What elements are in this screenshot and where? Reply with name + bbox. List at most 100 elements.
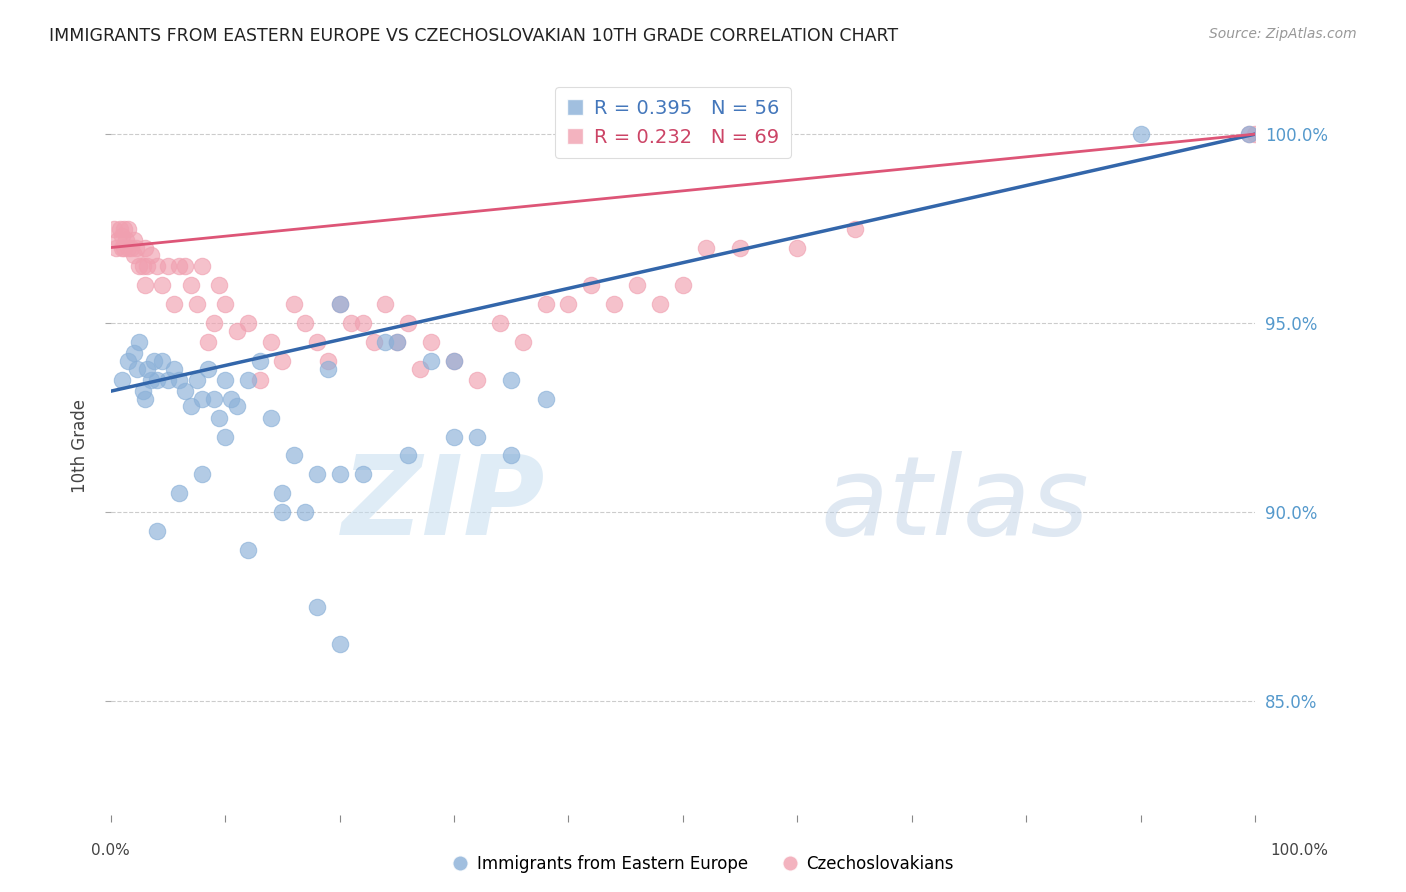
Point <box>114 221 136 235</box>
Point <box>208 278 231 293</box>
Point <box>374 334 396 349</box>
Point <box>208 410 231 425</box>
Legend: Immigrants from Eastern Europe, Czechoslovakians: Immigrants from Eastern Europe, Czechosl… <box>446 848 960 880</box>
Point <box>143 354 166 368</box>
Point <box>420 334 443 349</box>
Text: Source: ZipAtlas.com: Source: ZipAtlas.com <box>1209 27 1357 41</box>
Point <box>163 297 186 311</box>
Point <box>117 221 139 235</box>
Point <box>134 278 156 293</box>
Point <box>169 260 191 274</box>
Point <box>150 278 173 293</box>
Point <box>117 354 139 368</box>
Point <box>352 316 374 330</box>
Point <box>294 316 316 330</box>
Text: atlas: atlas <box>820 451 1088 558</box>
Point <box>283 297 305 311</box>
Point <box>844 221 866 235</box>
Point <box>111 241 134 255</box>
Point <box>163 361 186 376</box>
Point <box>128 334 150 349</box>
Point <box>374 297 396 311</box>
Point <box>111 229 134 244</box>
Point <box>409 361 432 376</box>
Point <box>236 373 259 387</box>
Text: ZIP: ZIP <box>342 451 546 558</box>
Point <box>134 392 156 406</box>
Point <box>329 297 352 311</box>
Point <box>465 373 488 387</box>
Point <box>501 373 523 387</box>
Point <box>225 324 247 338</box>
Point <box>214 429 236 443</box>
Point <box>156 260 179 274</box>
Point <box>132 260 155 274</box>
Point <box>169 373 191 387</box>
Point <box>197 361 219 376</box>
Point <box>145 260 167 274</box>
Point <box>191 467 214 482</box>
Point <box>122 248 145 262</box>
Point <box>214 297 236 311</box>
Point <box>329 297 352 311</box>
Point <box>236 316 259 330</box>
Point <box>305 599 328 614</box>
Point <box>501 449 523 463</box>
Point <box>329 467 352 482</box>
Point <box>139 248 162 262</box>
Point <box>488 316 510 330</box>
Point <box>249 373 271 387</box>
Point <box>122 346 145 360</box>
Point <box>169 486 191 500</box>
Point <box>316 354 339 368</box>
Point <box>150 354 173 368</box>
Point <box>111 373 134 387</box>
Point <box>260 334 283 349</box>
Point <box>145 524 167 538</box>
Point <box>180 400 202 414</box>
Point <box>120 241 142 255</box>
Legend: R = 0.395   N = 56, R = 0.232   N = 69: R = 0.395 N = 56, R = 0.232 N = 69 <box>555 87 792 158</box>
Point <box>420 354 443 368</box>
Point <box>260 410 283 425</box>
Point <box>219 392 242 406</box>
Text: 100.0%: 100.0% <box>1271 843 1329 858</box>
Point <box>443 354 465 368</box>
Point <box>180 278 202 293</box>
Point <box>108 221 131 235</box>
Point <box>352 467 374 482</box>
Point <box>443 354 465 368</box>
Point <box>125 241 148 255</box>
Point <box>294 505 316 519</box>
Point <box>581 278 603 293</box>
Point <box>174 384 197 399</box>
Point <box>385 334 408 349</box>
Point <box>603 297 626 311</box>
Point <box>363 334 385 349</box>
Point <box>197 334 219 349</box>
Point <box>305 467 328 482</box>
Point <box>103 221 125 235</box>
Point <box>283 449 305 463</box>
Point <box>107 233 129 247</box>
Point <box>396 449 419 463</box>
Point <box>117 241 139 255</box>
Point <box>557 297 579 311</box>
Point <box>114 241 136 255</box>
Point <box>396 316 419 330</box>
Point <box>385 334 408 349</box>
Point <box>122 233 145 247</box>
Point <box>271 486 294 500</box>
Point <box>443 429 465 443</box>
Point <box>136 260 159 274</box>
Point <box>534 392 557 406</box>
Point <box>648 297 671 311</box>
Point <box>316 361 339 376</box>
Point <box>174 260 197 274</box>
Y-axis label: 10th Grade: 10th Grade <box>72 399 89 493</box>
Point <box>305 334 328 349</box>
Point <box>114 233 136 247</box>
Point <box>186 373 208 387</box>
Point <box>249 354 271 368</box>
Point <box>202 316 225 330</box>
